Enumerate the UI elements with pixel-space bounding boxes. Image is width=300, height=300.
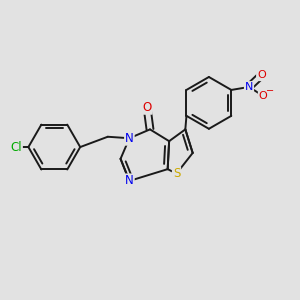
Text: O: O — [142, 101, 152, 114]
Text: N: N — [245, 82, 253, 92]
Text: −: − — [266, 85, 274, 95]
Text: O: O — [259, 91, 268, 101]
Text: N: N — [125, 174, 134, 188]
Text: Cl: Cl — [10, 141, 22, 154]
Text: N: N — [125, 132, 134, 145]
Text: S: S — [173, 167, 180, 180]
Text: O: O — [257, 70, 266, 80]
